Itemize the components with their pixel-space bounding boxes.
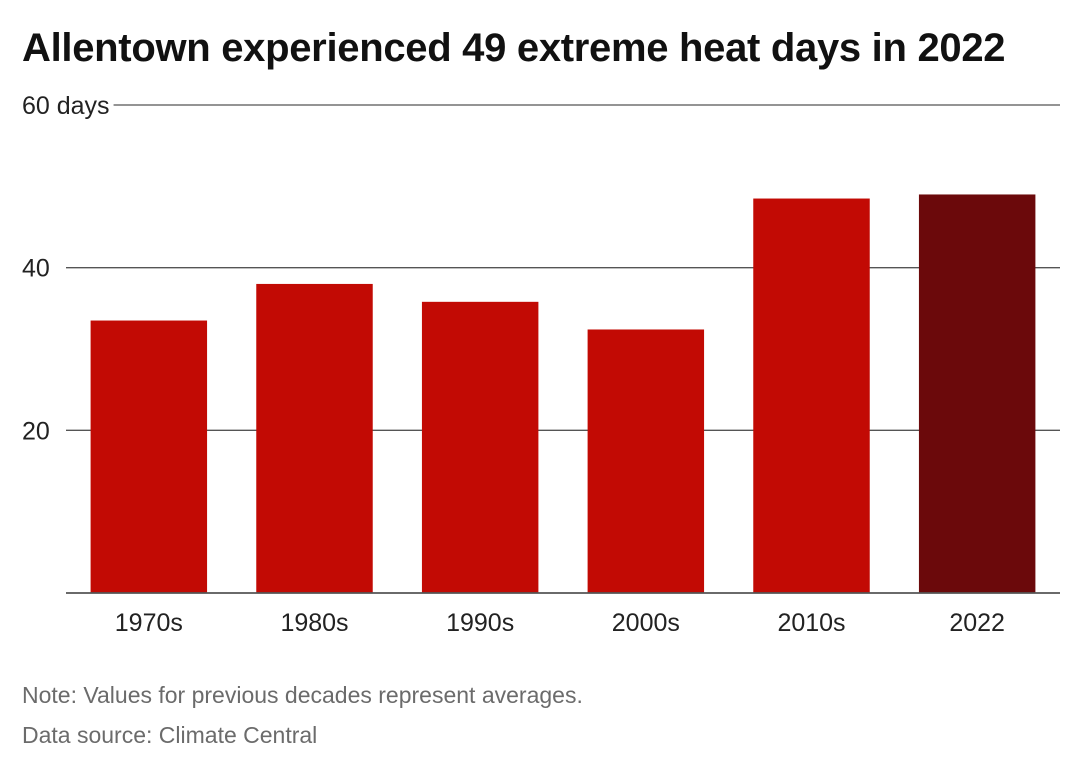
data-source: Data source: Climate Central xyxy=(22,722,318,748)
bars xyxy=(90,194,1036,594)
x-tick-label: 1970s xyxy=(115,609,183,637)
bar-2010s xyxy=(753,198,870,594)
x-tick-label: 2000s xyxy=(612,609,680,637)
y-tick-label: 60 days xyxy=(22,92,110,120)
bar-2022 xyxy=(918,194,1036,593)
gridlines xyxy=(66,104,1060,431)
bar-2000s xyxy=(587,329,705,593)
bar-1990s xyxy=(421,301,539,593)
x-tick-labels: 1970s 1980s 1990s 2000s 2010s 2022 xyxy=(115,609,1005,637)
bar-1970s xyxy=(90,320,208,593)
y-tick-label: 20 xyxy=(22,417,50,445)
chart-note: Note: Values for previous decades repres… xyxy=(22,682,583,708)
y-tick-labels: 20 40 60 days xyxy=(22,92,110,445)
y-tick-label: 40 xyxy=(22,255,50,283)
x-tick-label: 2022 xyxy=(949,609,1005,637)
x-tick-label: 2010s xyxy=(777,609,845,637)
x-tick-label: 1990s xyxy=(446,609,514,637)
chart-title: Allentown experienced 49 extreme heat da… xyxy=(22,26,1006,70)
x-tick-label: 1980s xyxy=(280,609,348,637)
bar-chart: 20 40 60 days 1970s 1980s 1990s 2000s 2010s 202… xyxy=(22,92,1060,637)
bar-1980s xyxy=(256,283,373,593)
